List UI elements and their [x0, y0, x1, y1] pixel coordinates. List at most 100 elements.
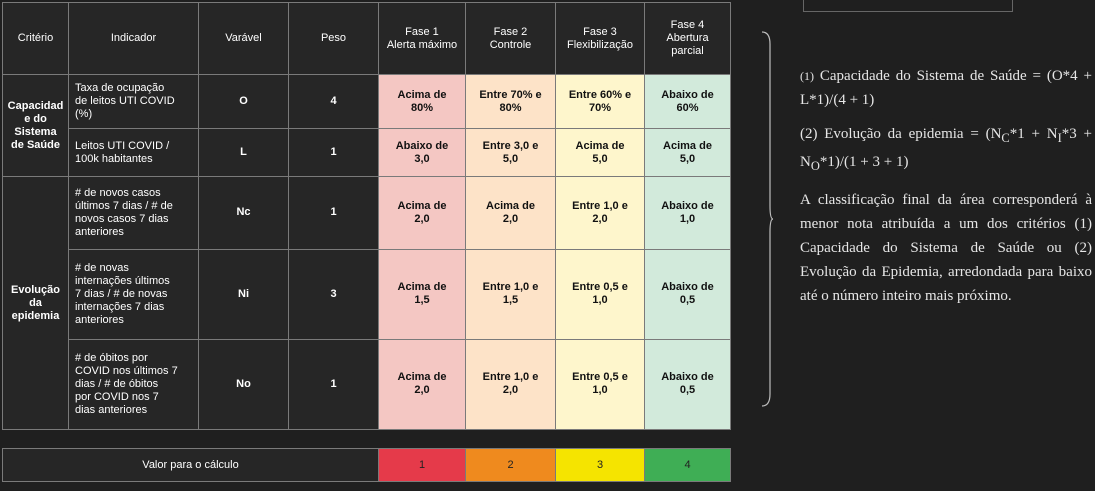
cell-line: Entre 0,5 e: [572, 281, 628, 294]
indicador-line: # de óbitos por: [75, 351, 148, 364]
variavel-cell: O: [198, 74, 289, 130]
cell-line: Abaixo de: [661, 281, 714, 294]
cell-line: 0,5: [679, 294, 696, 307]
formula-2-sub: C: [1001, 131, 1010, 145]
phase-criteria-table: Critério Indicador Varável Peso Fase 1 A…: [2, 1, 731, 431]
formula-2-text: *3 + N: [800, 126, 1092, 170]
cell-line: Acima de: [486, 199, 535, 212]
formula-1-text: Capacidade do Sistema de Saúde = (O*4 + …: [800, 68, 1092, 108]
indicador-line: # de novos casos: [75, 186, 161, 199]
indicador-line: Leitos UTI COVID /: [75, 139, 170, 152]
peso-cell: 1: [288, 176, 379, 250]
cell-line: 1,5: [414, 294, 430, 307]
cell-line: 2,0: [502, 212, 519, 225]
indicador-line: por COVID nos 7: [75, 390, 159, 403]
classification-note: A classificação final da área correspond…: [800, 192, 1092, 304]
criterio-evolucao: Evolução da epidemia: [2, 176, 69, 430]
fase-3-title: Fase 3: [583, 25, 617, 38]
header-fase-4: Fase 4 Abertura parcial: [644, 1, 731, 76]
fase-3-cell: Acima de 5,0: [555, 128, 645, 178]
cell-line: 2,0: [414, 384, 430, 397]
calc-value-fase-2: 2: [465, 448, 556, 482]
criterio-line: Capacidad: [7, 99, 64, 112]
calc-label: Valor para o cálculo: [2, 448, 379, 482]
header-fase-1: Fase 1 Alerta máximo: [378, 1, 466, 76]
cell-line: Acima de: [397, 371, 447, 384]
indicador-cell: Taxa de ocupação de leitos UTI COVID (%): [68, 74, 199, 130]
fase-2-title: Fase 2: [493, 25, 528, 38]
indicador-line: últimos 7 dias / # de: [75, 199, 173, 212]
cell-line: 1,0: [679, 212, 696, 225]
cell-line: 5,0: [502, 152, 519, 165]
cell-line: 1,0: [592, 294, 608, 307]
indicador-line: COVID nos últimos 7: [75, 364, 178, 377]
criterio-line: Sistema: [14, 125, 57, 138]
indicador-line: anteriores: [75, 313, 124, 326]
formula-2-text: *1 + N: [1009, 126, 1058, 142]
criterio-line: e do: [24, 112, 47, 125]
fase-4-title: Fase 4: [670, 19, 705, 32]
indicador-cell: # de novos casos últimos 7 dias / # de n…: [68, 176, 199, 250]
cell-line: 2,0: [502, 384, 519, 397]
cell-line: Abaixo de: [395, 139, 449, 152]
cell-line: Entre 60% e: [568, 88, 632, 101]
table-row: # de óbitos por COVID nos últimos 7 dias…: [3, 338, 731, 431]
indicador-line: 100k habitantes: [75, 152, 153, 165]
cell-line: 2,0: [592, 212, 608, 225]
fase-2-cell: Entre 1,0 e 1,5: [465, 248, 556, 340]
fase-4-cell: Acima de 5,0: [644, 128, 731, 178]
fase-4-subtitle-2: parcial: [671, 45, 704, 58]
formula-2-text: (2) Evolução da epidemia = (N: [800, 126, 1002, 142]
calc-value-fase-4: 4: [644, 448, 731, 482]
criterio-capacidade: Capacidad e do Sistema de Saúde: [2, 74, 69, 178]
indicador-line: internações últimos: [75, 274, 170, 287]
cell-line: Acima de: [663, 139, 712, 152]
table-row: # de novas internações últimos 7 dias / …: [3, 248, 731, 340]
brace-icon: [761, 31, 774, 407]
cell-line: Acima de: [575, 139, 625, 152]
fase-4-subtitle-1: Abertura: [666, 32, 709, 45]
cell-line: Entre 1,0 e: [572, 199, 628, 212]
fase-3-cell: Entre 1,0 e 2,0: [555, 176, 645, 250]
indicador-cell: # de novas internações últimos 7 dias / …: [68, 248, 199, 340]
criterio-line: de Saúde: [11, 138, 60, 151]
header-indicador: Indicador: [68, 1, 199, 76]
fase-4-cell: Abaixo de 0,5: [644, 338, 731, 431]
cell-line: Entre 3,0 e: [482, 139, 539, 152]
fase-3-cell: Entre 60% e 70%: [555, 74, 645, 130]
fase-2-cell: Acima de 2,0: [465, 176, 556, 250]
cell-line: Acima de: [397, 281, 447, 294]
cell-line: Acima de: [397, 88, 447, 101]
variavel-cell: No: [198, 338, 289, 431]
calc-value-fase-3: 3: [555, 448, 645, 482]
peso-cell: 3: [288, 248, 379, 340]
fase-1-title: Fase 1: [405, 25, 439, 38]
header-fase-2: Fase 2 Controle: [465, 1, 556, 76]
peso-cell: 1: [288, 338, 379, 431]
cell-line: Entre 1,0 e: [482, 371, 539, 384]
formula-1: (1) Capacidade do Sistema de Saúde = (O*…: [800, 64, 1092, 112]
fase-1-subtitle: Alerta máximo: [386, 38, 458, 51]
cell-line: Abaixo de: [661, 199, 714, 212]
indicador-line: dias anteriores: [75, 403, 148, 416]
cell-line: 80%: [499, 101, 522, 114]
cell-line: Abaixo de: [661, 371, 714, 384]
cell-line: 70%: [588, 101, 612, 114]
indicador-line: dias / # de óbitos: [75, 377, 159, 390]
calc-value-table: Valor para o cálculo 1 2 3 4: [2, 448, 731, 482]
cell-line: 2,0: [414, 212, 430, 225]
fase-3-subtitle: Flexibilização: [566, 38, 634, 51]
formula-explanation: (1) Capacidade do Sistema de Saúde = (O*…: [800, 64, 1092, 318]
cell-line: Entre 70% e: [479, 88, 542, 101]
criterio-line: da: [29, 296, 42, 309]
header-fase-3: Fase 3 Flexibilização: [555, 1, 645, 76]
indicador-line: Taxa de ocupação: [75, 82, 165, 95]
indicador-line: novos casos 7 dias: [75, 212, 169, 225]
cell-line: Entre 1,0 e: [482, 281, 539, 294]
criterio-line: epidemia: [11, 309, 60, 322]
variavel-cell: Ni: [198, 248, 289, 340]
cell-line: Entre 0,5 e: [572, 371, 628, 384]
header-criterio: Critério: [2, 1, 69, 76]
cell-line: 0,5: [679, 384, 696, 397]
fase-1-cell: Acima de 1,5: [378, 248, 466, 340]
